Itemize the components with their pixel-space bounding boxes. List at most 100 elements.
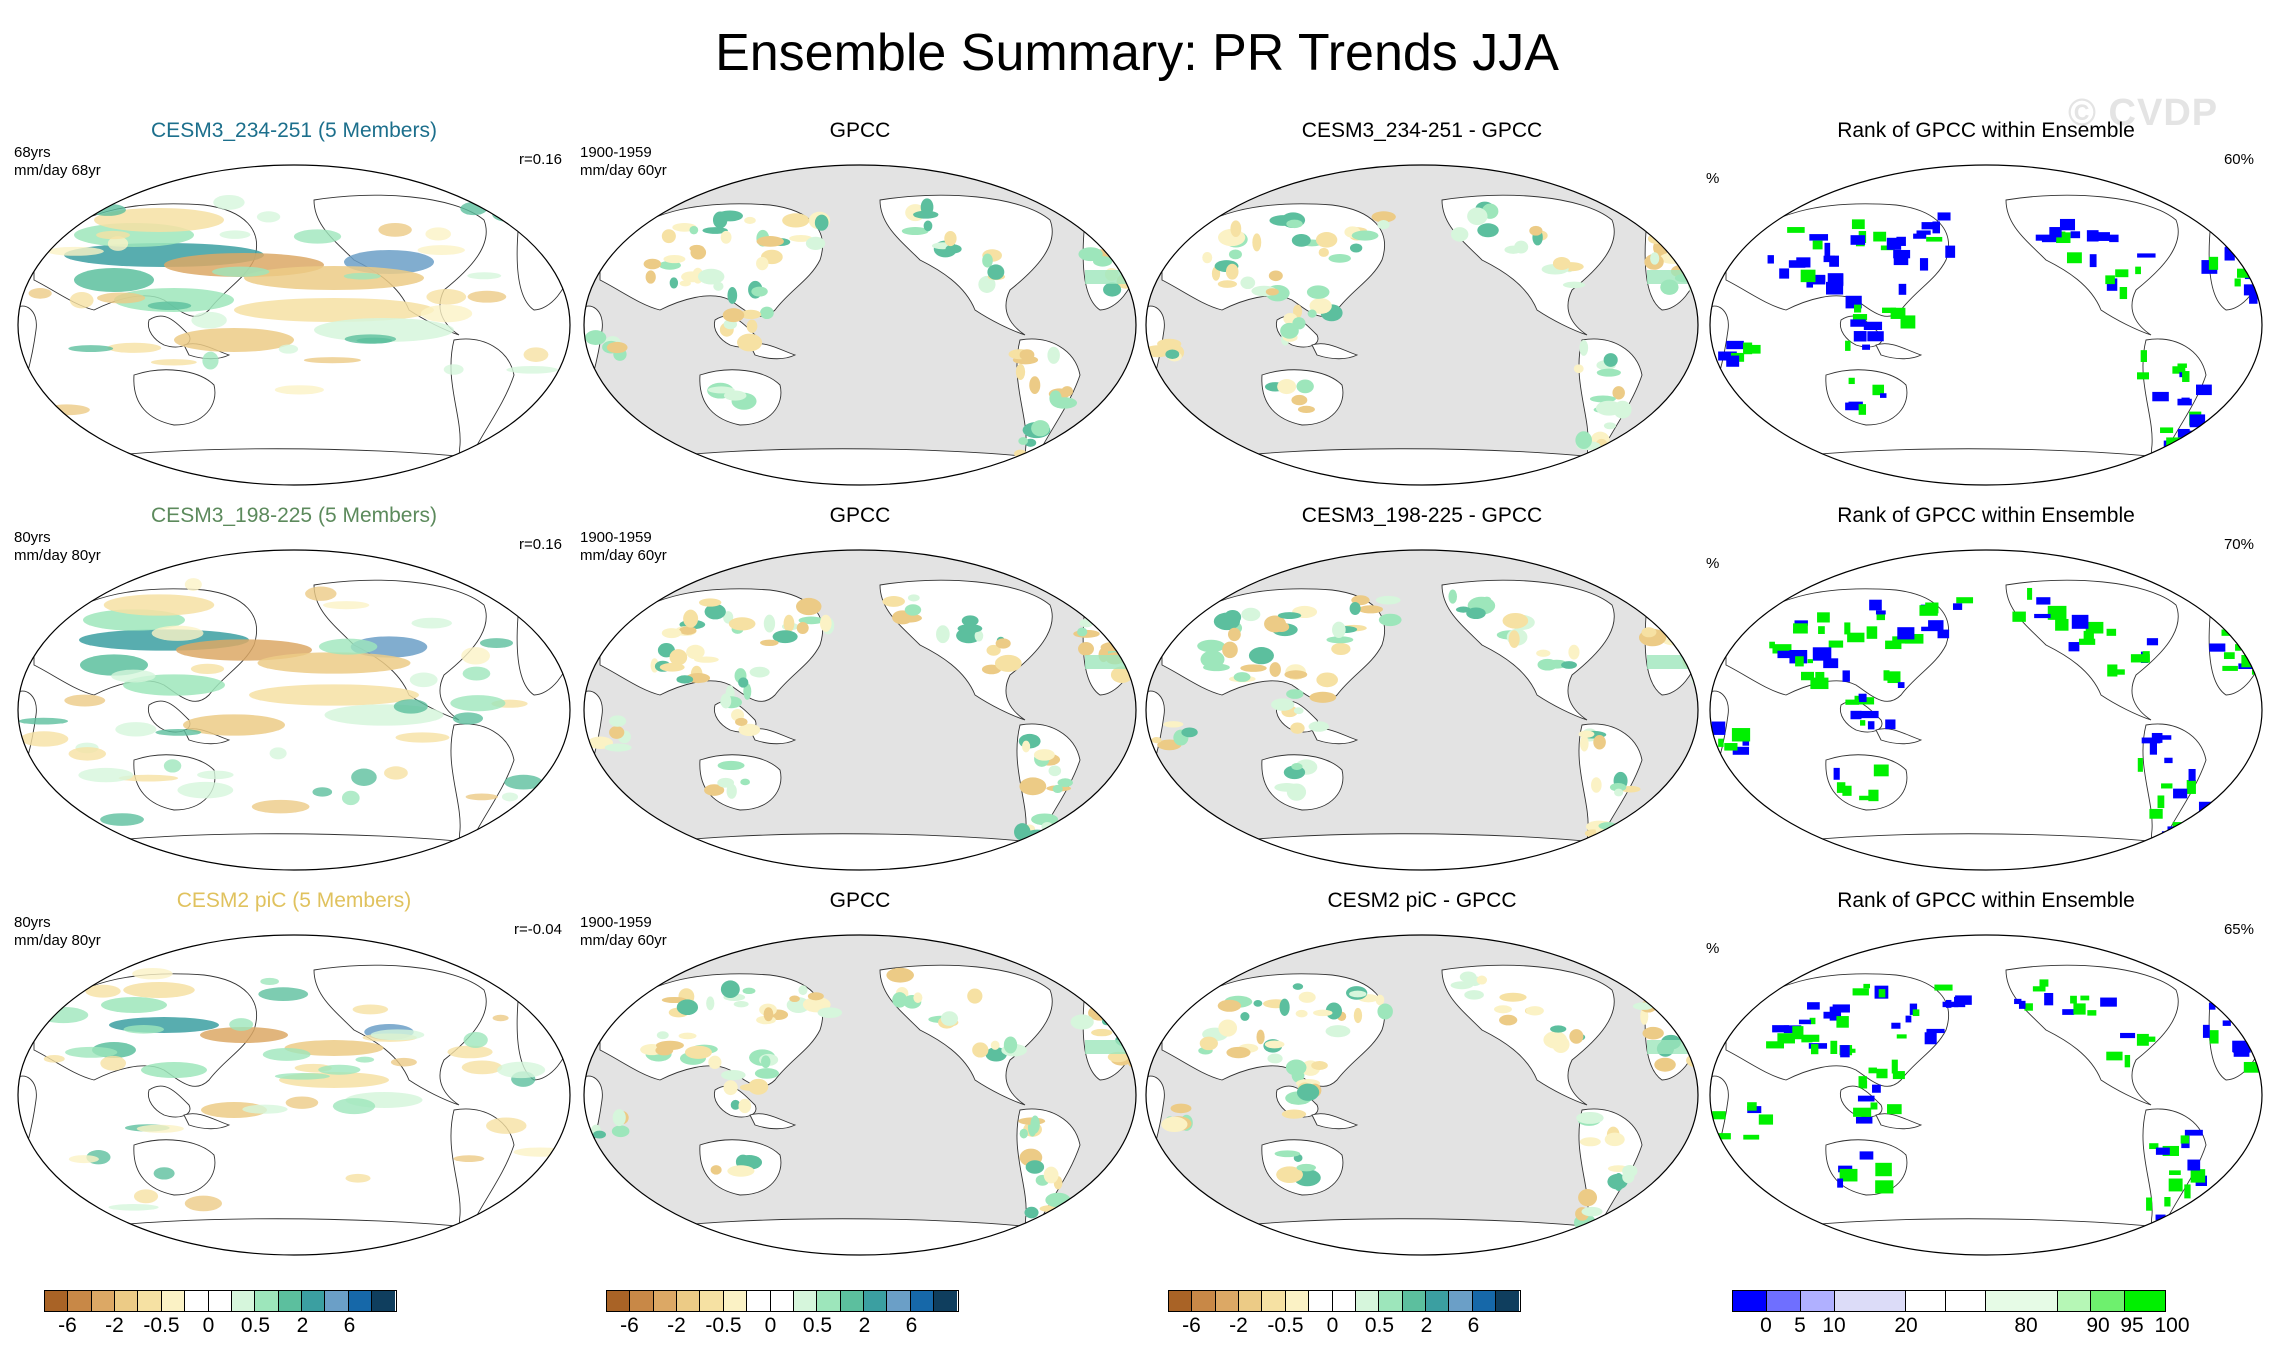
rank-cell bbox=[1717, 1133, 1731, 1140]
panel-title: GPCC bbox=[829, 119, 891, 142]
colorbar-tick-label: 95 bbox=[2120, 1314, 2144, 1337]
rank-cell bbox=[2124, 1054, 2131, 1068]
trend-patch bbox=[1612, 386, 1625, 400]
trend-patch bbox=[679, 626, 697, 635]
trend-patch bbox=[1015, 363, 1026, 380]
trend-patch bbox=[234, 298, 434, 322]
rank-cell bbox=[2149, 808, 2163, 819]
trend-patch bbox=[1268, 270, 1283, 282]
trend-patch bbox=[1202, 251, 1213, 264]
rank-cell bbox=[1878, 989, 1886, 998]
rank-cell bbox=[2208, 256, 2219, 270]
map-background bbox=[1146, 935, 1698, 1255]
trend-patch bbox=[1274, 1150, 1301, 1158]
rank-cell bbox=[2080, 995, 2090, 1001]
trend-patch bbox=[1109, 236, 1128, 250]
rank-cell bbox=[1912, 1009, 1920, 1017]
rank-cell bbox=[2243, 284, 2260, 296]
trend-patch bbox=[1078, 247, 1103, 262]
rank-cell bbox=[1767, 255, 1774, 264]
cvdp-watermark: © CVDP bbox=[2068, 92, 2219, 134]
rank-cell bbox=[1830, 1040, 1838, 1054]
map-rank bbox=[1709, 549, 2263, 871]
rank-cell bbox=[2228, 1005, 2235, 1011]
rank-cell bbox=[1801, 1038, 1813, 1043]
rank-cell bbox=[1863, 983, 1871, 989]
trend-patch bbox=[1252, 233, 1262, 252]
trend-patch bbox=[343, 272, 381, 280]
trend-patch bbox=[1226, 1046, 1251, 1059]
trend-patch bbox=[1309, 691, 1337, 703]
trend-patch bbox=[704, 603, 726, 620]
rank-cell bbox=[1955, 995, 1972, 1005]
trend-patch bbox=[303, 357, 361, 364]
trend-patch bbox=[176, 639, 312, 661]
trend-patch bbox=[661, 628, 682, 639]
trend-patch bbox=[497, 1061, 546, 1079]
trend-patch bbox=[723, 1080, 738, 1096]
rank-cell bbox=[1926, 236, 1943, 242]
trend-patch bbox=[1029, 376, 1041, 395]
colorbar-tick-label: 0 bbox=[1760, 1314, 1772, 1337]
rank-cell bbox=[1913, 233, 1927, 239]
trend-patch bbox=[704, 784, 725, 796]
trend-patch bbox=[1562, 281, 1586, 289]
panel-title: GPCC bbox=[829, 504, 891, 527]
rank-cell bbox=[1833, 767, 1840, 780]
rank-cell bbox=[1855, 1116, 1873, 1124]
trend-patch bbox=[1607, 1214, 1626, 1224]
trend-patch bbox=[1273, 621, 1290, 633]
trend-patch bbox=[1292, 983, 1304, 990]
trend-patch bbox=[1286, 219, 1303, 229]
units-label: mm/day 68yr bbox=[14, 162, 101, 179]
trend-patch bbox=[901, 227, 929, 236]
trend-patch bbox=[1271, 698, 1295, 711]
rank-cell bbox=[1851, 219, 1865, 230]
trend-patch bbox=[746, 319, 758, 333]
rank-cell bbox=[2044, 992, 2054, 1006]
trend-patch bbox=[995, 638, 1011, 649]
trend-patch bbox=[1309, 298, 1332, 314]
trend-patch bbox=[1276, 1166, 1303, 1183]
rank-cell bbox=[1743, 1134, 1760, 1140]
rank-cell bbox=[2184, 1129, 2203, 1136]
trend-patch bbox=[735, 717, 748, 726]
trend-patch bbox=[656, 1031, 669, 1040]
colorbar-tick-label: 90 bbox=[2086, 1314, 2110, 1337]
trend-patch bbox=[1377, 1003, 1393, 1020]
trend-patch bbox=[1622, 1170, 1635, 1184]
rank-cell bbox=[1898, 283, 1907, 295]
colorbar-cell bbox=[934, 1291, 958, 1311]
trend-patch bbox=[101, 997, 167, 1013]
rank-cell bbox=[1854, 304, 1862, 313]
rank-cell bbox=[1859, 1151, 1874, 1160]
trend-patch bbox=[1690, 649, 1698, 661]
trend-patch bbox=[452, 712, 484, 725]
rank-cell bbox=[2184, 1220, 2196, 1228]
trend-patch bbox=[256, 211, 281, 223]
rank-cell bbox=[2149, 1143, 2159, 1150]
trend-patch bbox=[982, 253, 993, 268]
colorbar-cell bbox=[1379, 1291, 1403, 1311]
rank-cell bbox=[1875, 1180, 1894, 1194]
rank-cell bbox=[2189, 414, 2206, 428]
trend-patch bbox=[1325, 1002, 1342, 1020]
trend-patch bbox=[681, 271, 703, 283]
trend-patch bbox=[1230, 220, 1242, 238]
rank-cell bbox=[1942, 1001, 1959, 1008]
continent-outline bbox=[1201, 1218, 1623, 1255]
trend-patch bbox=[1603, 353, 1618, 367]
panel-left-note: % bbox=[1706, 170, 1719, 188]
rank-cell bbox=[2070, 995, 2077, 1004]
colorbar-cell bbox=[1834, 1291, 1907, 1311]
map-border bbox=[583, 164, 1137, 486]
rank-cell bbox=[1919, 258, 1929, 271]
continent-outline bbox=[879, 964, 1053, 1106]
trend-patch bbox=[1291, 233, 1311, 247]
continent-outline bbox=[749, 1113, 797, 1130]
rank-cell bbox=[1810, 1044, 1819, 1055]
rank-cell bbox=[2055, 618, 2069, 631]
rank-cell bbox=[2086, 230, 2099, 242]
continent-outline bbox=[639, 833, 1061, 870]
trend-patch bbox=[1632, 1002, 1654, 1010]
